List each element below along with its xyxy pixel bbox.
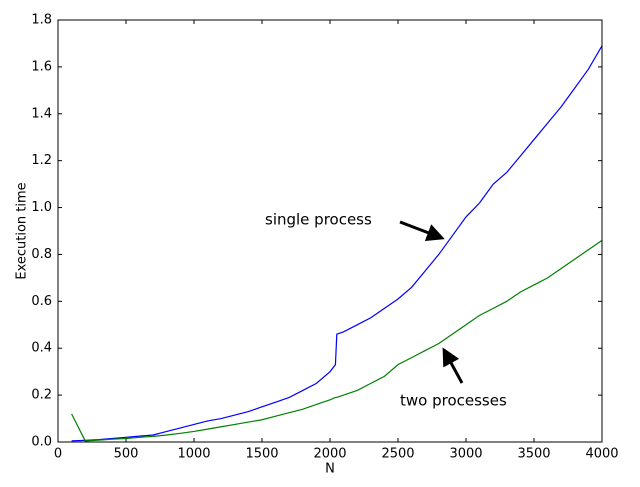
y-tick-label: 0.0	[31, 435, 52, 450]
x-axis-label: N	[325, 462, 335, 477]
y-tick-label: 0.2	[31, 388, 52, 403]
y-tick-label: 1.8	[31, 13, 52, 28]
y-tick-label: 0.8	[31, 247, 52, 262]
y-axis-label: Execution time	[15, 182, 30, 279]
series-line	[71, 239, 603, 442]
annotation-arrow	[399, 220, 445, 242]
x-tick-label: 500	[114, 447, 139, 462]
y-tick-label: 0.6	[31, 294, 52, 309]
y-tick-label: 1.6	[31, 59, 52, 74]
x-tick-label: 3500	[517, 447, 550, 462]
y-tick-label: 1.2	[31, 153, 52, 168]
x-tick-label: 3000	[449, 447, 482, 462]
x-tick-label: 4000	[585, 447, 618, 462]
y-tick-label: 1.4	[31, 106, 52, 121]
plot-frame	[57, 19, 603, 443]
annotation-arrow	[442, 347, 464, 384]
x-tick-label: 0	[54, 447, 62, 462]
x-tick-label: 2500	[381, 447, 414, 462]
series-line	[71, 45, 603, 442]
annotation: two processes	[400, 392, 507, 410]
annotation: single process	[265, 211, 372, 229]
x-tick-label: 1500	[245, 447, 278, 462]
x-tick-label: 1000	[177, 447, 210, 462]
y-tick-label: 1.0	[31, 200, 52, 215]
y-tick-label: 0.4	[31, 341, 52, 356]
x-tick-label: 2000	[313, 447, 346, 462]
